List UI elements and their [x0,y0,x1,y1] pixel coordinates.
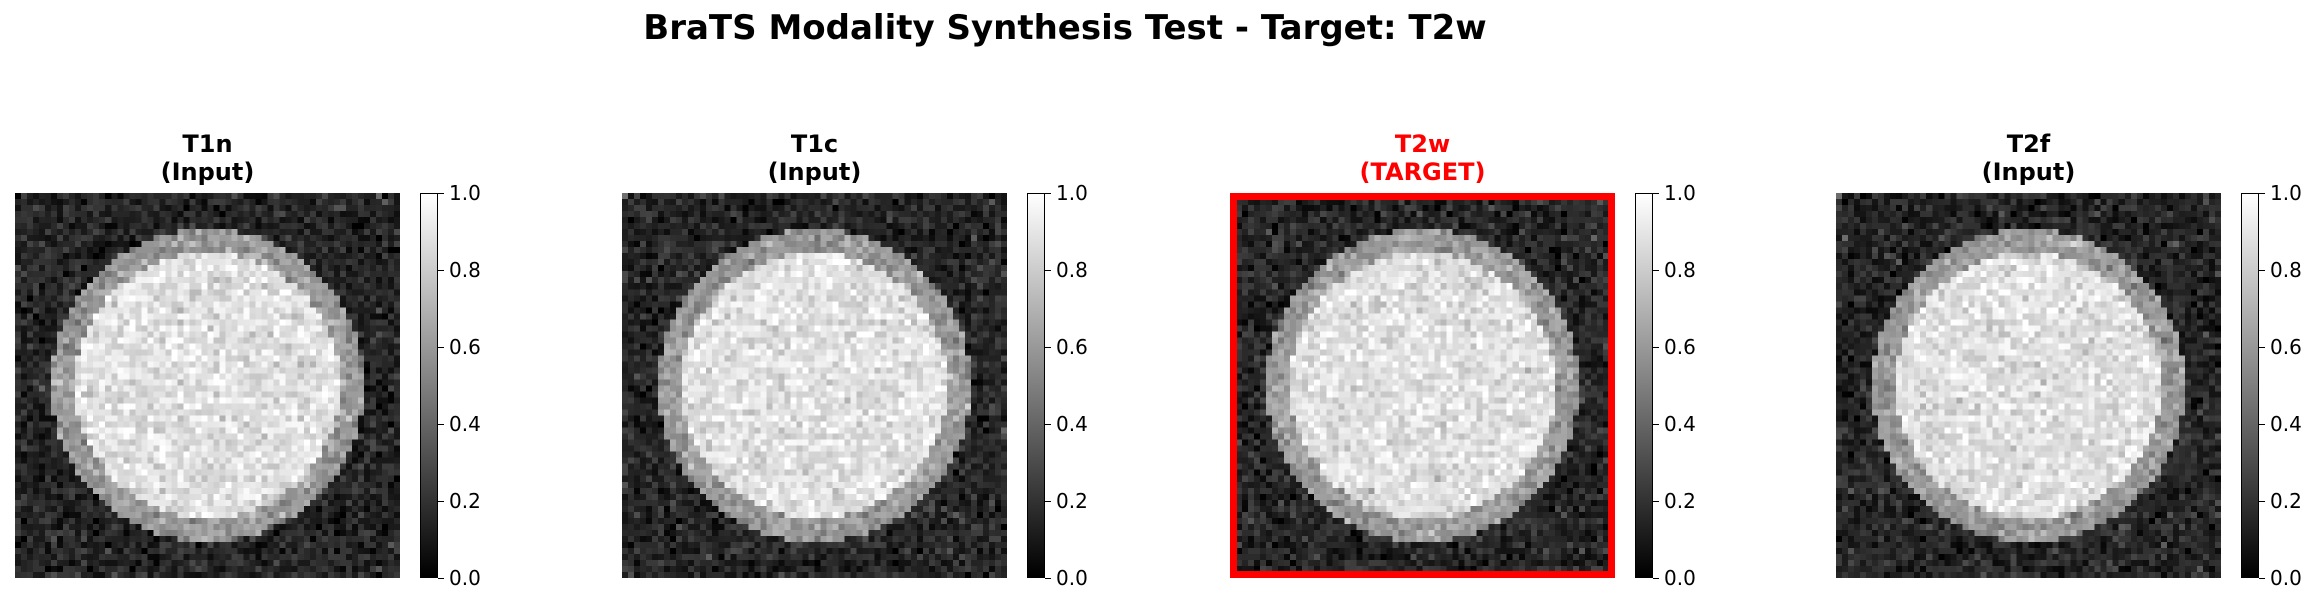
colorbar-tick [1653,424,1659,425]
colorbar [420,193,438,578]
colorbar-tick [1045,501,1051,502]
colorbar-tick-label: 0.0 [1664,566,1696,590]
panel-title: T2f (Input) [1836,130,2221,186]
colorbar-tick-label: 0.2 [1056,489,1088,513]
colorbar [2241,193,2259,578]
colorbar-tick [438,501,444,502]
panel-title-line1: T2w [1394,130,1451,158]
colorbar-tick-label: 0.4 [1056,412,1088,436]
panel-title-line1: T1n [182,130,233,158]
panel-t2f: T2f (Input) 0.0 0.2 0.4 0.6 0.8 1.0 [1836,130,2321,600]
t1c-image [622,193,1007,578]
panel-title-line2: (Input) [160,158,255,186]
colorbar-tick [1653,270,1659,271]
colorbar-tick [1653,347,1659,348]
colorbar-tick-label: 0.0 [1056,566,1088,590]
panel-t2w: T2w (TARGET) 0.0 0.2 0.4 0.6 0.8 1.0 [1230,130,1730,600]
colorbar-tick-label: 0.6 [449,335,481,359]
colorbar-tick-label: 0.6 [1056,335,1088,359]
colorbar-tick-label: 0.6 [1664,335,1696,359]
target-highlight-frame [1230,193,1615,578]
colorbar-tick-label: 0.8 [1664,258,1696,282]
colorbar-tick [2259,347,2265,348]
panel-title: T2w (TARGET) [1230,130,1615,186]
panel-t1c: T1c (Input) 0.0 0.2 0.4 0.6 0.8 1.0 [622,130,1122,600]
panel-title-line1: T1c [790,130,839,158]
colorbar-tick [1045,270,1051,271]
panel-title-line1: T2f [2006,130,2051,158]
colorbar-tick [438,270,444,271]
colorbar-tick-label: 0.2 [2270,489,2302,513]
colorbar-tick [1045,347,1051,348]
colorbar-tick [1045,424,1051,425]
colorbar-tick-label: 0.2 [1664,489,1696,513]
colorbar-tick [438,578,444,579]
colorbar-tick-label: 0.0 [2270,566,2302,590]
colorbar-tick-label: 0.4 [2270,412,2302,436]
panel-title-line2: (Input) [767,158,862,186]
colorbar-tick-label: 0.8 [449,258,481,282]
colorbar-tick [2259,193,2265,194]
panel-title-line2: (TARGET) [1359,158,1486,186]
colorbar-tick [1653,578,1659,579]
colorbar-tick [438,347,444,348]
colorbar [1027,193,1045,578]
panel-title: T1n (Input) [15,130,400,186]
colorbar-tick-label: 1.0 [2270,181,2302,205]
colorbar-tick [1653,193,1659,194]
colorbar-tick [1045,578,1051,579]
figure-title: BraTS Modality Synthesis Test - Target: … [643,8,1487,48]
colorbar-tick-label: 1.0 [449,181,481,205]
colorbar-tick [2259,501,2265,502]
colorbar-tick [2259,578,2265,579]
panel-title: T1c (Input) [622,130,1007,186]
colorbar-tick-label: 0.4 [1664,412,1696,436]
t2w-image [1230,193,1615,578]
colorbar-tick [2259,424,2265,425]
colorbar-tick [438,424,444,425]
colorbar [1635,193,1653,578]
t2f-image [1836,193,2221,578]
colorbar-tick-label: 1.0 [1056,181,1088,205]
panel-t1n: T1n (Input) 0.0 0.2 0.4 0.6 0.8 1.0 [15,130,515,600]
colorbar-tick-label: 0.0 [449,566,481,590]
colorbar-tick-label: 0.4 [449,412,481,436]
colorbar-tick [438,193,444,194]
colorbar-tick [2259,270,2265,271]
colorbar-tick-label: 0.6 [2270,335,2302,359]
colorbar-tick-label: 1.0 [1664,181,1696,205]
colorbar-tick-label: 0.8 [1056,258,1088,282]
colorbar-tick-label: 0.8 [2270,258,2302,282]
t1n-image [15,193,400,578]
colorbar-tick [1045,193,1051,194]
colorbar-tick-label: 0.2 [449,489,481,513]
colorbar-tick [1653,501,1659,502]
panel-title-line2: (Input) [1981,158,2076,186]
